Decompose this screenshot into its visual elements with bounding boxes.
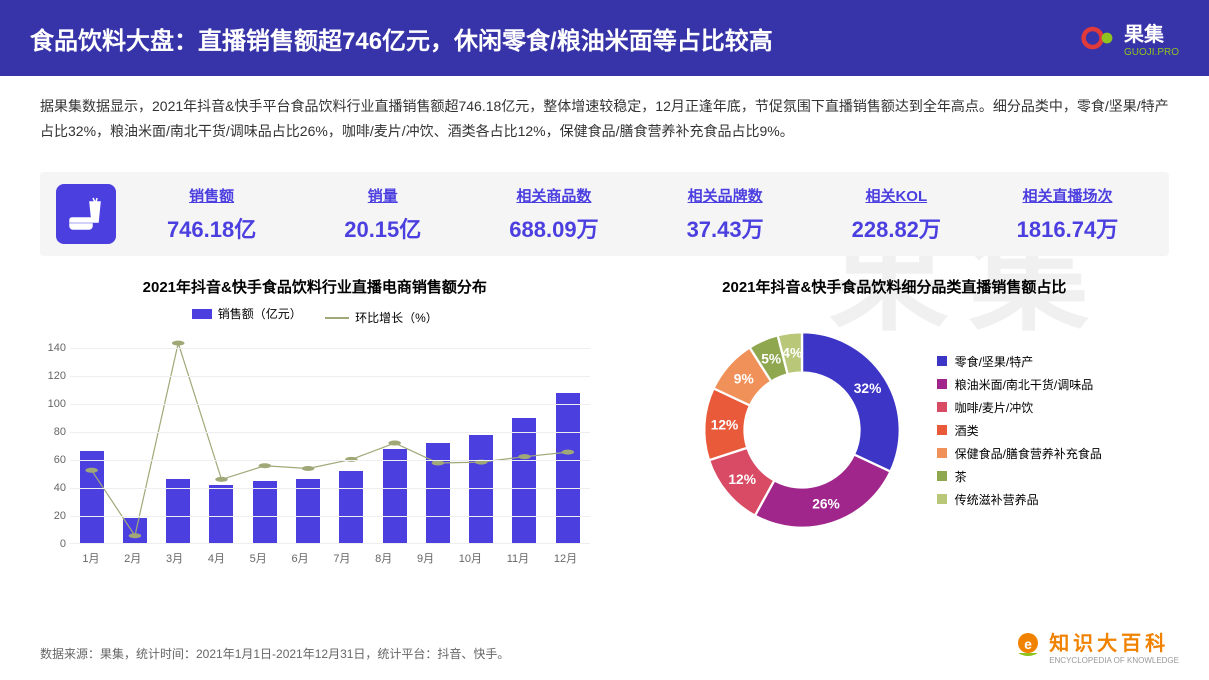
donut-legend-item: 酒类 [937, 422, 1102, 439]
donut-legend: 零食/坚果/特产粮油米面/南北干货/调味品咖啡/麦片/冲饮酒类保健食品/膳食营养… [937, 347, 1102, 514]
page-title: 食品饮料大盘：直播销售额超746亿元，休闲零食/粮油米面等占比较高 [30, 21, 773, 56]
bar [469, 435, 493, 544]
donut-legend-item: 保健食品/膳食营养补充食品 [937, 445, 1102, 462]
donut-chart-title: 2021年抖音&快手食品饮料细分品类直播销售额占比 [620, 276, 1170, 297]
bar [383, 449, 407, 544]
food-drink-icon [56, 184, 116, 244]
metric-value: 228.82万 [811, 212, 982, 244]
watermark-text: 知识大百科 [1049, 627, 1179, 656]
donut-legend-item: 零食/坚果/特产 [937, 353, 1102, 370]
bar [556, 393, 580, 543]
metric-item: 相关直播场次 1816.74万 [982, 185, 1153, 244]
donut-graphic: 32% 26% 12% 12% 9% 5%4% [687, 315, 917, 545]
svg-text:9%: 9% [733, 372, 753, 387]
metric-label: 相关直播场次 [982, 185, 1153, 206]
metric-item: 相关KOL 228.82万 [811, 185, 982, 244]
encyclopedia-icon: e [1013, 631, 1043, 661]
metric-item: 相关品牌数 37.43万 [640, 185, 811, 244]
logo-subtitle: GUOJI.PRO [1124, 47, 1179, 58]
metric-item: 销售额 746.18亿 [126, 185, 297, 244]
svg-text:32%: 32% [853, 381, 881, 396]
bar [512, 418, 536, 543]
metric-label: 相关商品数 [468, 185, 639, 206]
header: 食品饮料大盘：直播销售额超746亿元，休闲零食/粮油米面等占比较高 果集 GUO… [0, 0, 1209, 76]
metric-item: 销量 20.15亿 [297, 185, 468, 244]
svg-text:12%: 12% [728, 472, 756, 487]
donut-legend-item: 咖啡/麦片/冲饮 [937, 399, 1102, 416]
donut-chart: 2021年抖音&快手食品饮料细分品类直播销售额占比 32% 26% 12% 12% 9%… [620, 276, 1170, 574]
metric-label: 相关KOL [811, 185, 982, 206]
bar-chart-title: 2021年抖音&快手食品饮料行业直播电商销售额分布 [40, 276, 590, 297]
description-text: 据果集数据显示，2021年抖音&快手平台食品饮料行业直播销售额超746.18亿元… [0, 76, 1209, 162]
data-source: 数据来源：果集，统计时间：2021年1月1日-2021年12月31日，统计平台：… [40, 645, 509, 662]
metric-value: 20.15亿 [297, 212, 468, 244]
bar [426, 443, 450, 543]
footer-watermark: e 知识大百科 ENCYCLOPEDIA OF KNOWLEDGE [1013, 627, 1179, 665]
svg-text:26%: 26% [812, 497, 840, 512]
donut-legend-item: 传统滋补营养品 [937, 491, 1102, 508]
bar [80, 451, 104, 543]
logo-text: 果集 [1124, 18, 1179, 47]
metric-value: 746.18亿 [126, 212, 297, 244]
metric-value: 688.09万 [468, 212, 639, 244]
bar [253, 481, 277, 544]
charts-row: 2021年抖音&快手食品饮料行业直播电商销售额分布 销售额（亿元） 环比增长（%… [0, 266, 1209, 584]
svg-text:5%: 5% [761, 352, 781, 367]
donut-legend-item: 粮油米面/南北干货/调味品 [937, 376, 1102, 393]
metric-item: 相关商品数 688.09万 [468, 185, 639, 244]
bar-chart-legend: 销售额（亿元） 环比增长（%） [40, 305, 590, 326]
bar-line-chart: 2021年抖音&快手食品饮料行业直播电商销售额分布 销售额（亿元） 环比增长（%… [40, 276, 590, 574]
metric-label: 销售额 [126, 185, 297, 206]
logo: 果集 GUOJI.PRO [1080, 18, 1179, 58]
bar [166, 479, 190, 543]
svg-text:12%: 12% [710, 418, 738, 433]
svg-text:e: e [1024, 636, 1032, 652]
bar [209, 485, 233, 544]
metric-label: 相关品牌数 [640, 185, 811, 206]
metric-value: 1816.74万 [982, 212, 1153, 244]
bar [296, 479, 320, 543]
watermark-sub: ENCYCLOPEDIA OF KNOWLEDGE [1049, 656, 1179, 665]
metrics-bar: 销售额 746.18亿销量 20.15亿相关商品数 688.09万相关品牌数 37.43… [40, 172, 1169, 256]
metric-value: 37.43万 [640, 212, 811, 244]
bar [339, 471, 363, 543]
metric-label: 销量 [297, 185, 468, 206]
bar [123, 518, 147, 543]
svg-text:4%: 4% [782, 346, 802, 361]
guoji-logo-icon [1080, 20, 1116, 56]
donut-legend-item: 茶 [937, 468, 1102, 485]
